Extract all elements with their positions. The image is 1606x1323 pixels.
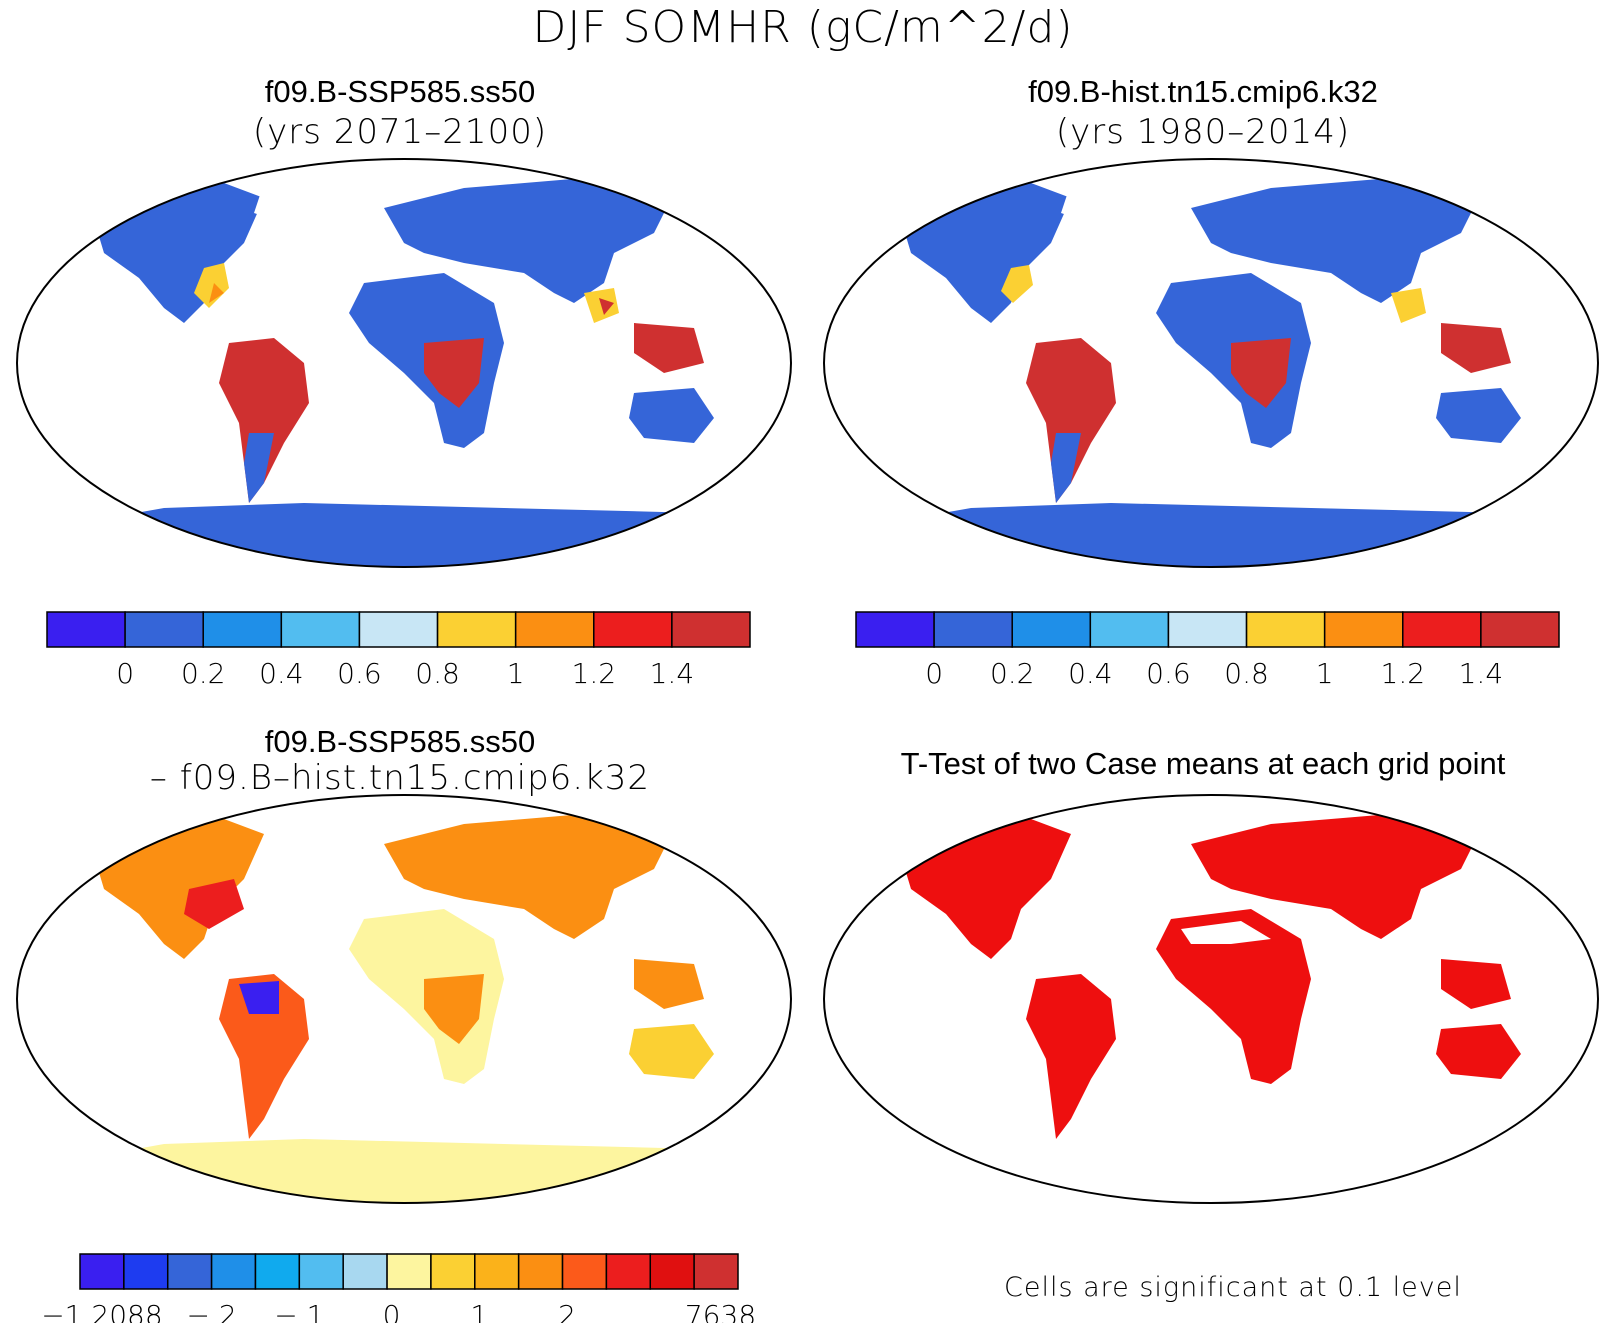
colorbar-ssp585-swatch bbox=[593, 611, 673, 648]
colorbar-hist-swatch bbox=[1480, 611, 1560, 648]
colorbar-ssp585-swatch bbox=[280, 611, 361, 648]
map-panel-ttest bbox=[896, 814, 1521, 1139]
colorbar-hist-tick-label: 0.6 bbox=[1146, 657, 1191, 690]
colorbar-hist-swatch bbox=[855, 611, 935, 648]
colorbar-ssp585: 0 0.2 0.4 0.6 0.8 1 1.2 1.4 bbox=[46, 611, 751, 690]
colorbar-hist-tick-label: 1.4 bbox=[1459, 657, 1504, 690]
colorbar-hist-swatch bbox=[1167, 611, 1248, 648]
panel2-title-line1: f09.B-hist.tn15.cmip6.k32 bbox=[1028, 74, 1378, 109]
continents-ttest bbox=[896, 814, 1521, 1139]
panel2-title-line2: (yrs 1980–2014) bbox=[1055, 112, 1351, 152]
colorbar-difference-swatch bbox=[210, 1253, 257, 1290]
panel1-title-line1: f09.B-SSP585.ss50 bbox=[264, 74, 536, 109]
colorbar-difference-tick-label: −.2 bbox=[187, 1299, 237, 1323]
map-panel-ssp585 bbox=[24, 178, 784, 567]
colorbar-ssp585-tick-label: 0 bbox=[116, 657, 134, 690]
colorbar-hist-swatch bbox=[1089, 611, 1170, 648]
colorbar-difference-swatch bbox=[430, 1253, 476, 1290]
colorbar-difference-swatch bbox=[123, 1253, 169, 1290]
main-title: DJF SOMHR (gC/m^2/d) bbox=[532, 2, 1074, 53]
colorbar-difference-tick-label: .0 bbox=[374, 1299, 401, 1323]
colorbar-ssp585-swatch bbox=[46, 611, 126, 648]
colorbar-difference-swatch bbox=[693, 1253, 739, 1290]
continents-difference bbox=[24, 814, 784, 1203]
panel1-title-line2: (yrs 2071–2100) bbox=[252, 112, 548, 152]
colorbar-ssp585-tick-label: 0.8 bbox=[415, 657, 460, 690]
map-panel-hist bbox=[831, 178, 1591, 567]
colorbar-ssp585-tick-label: 1.2 bbox=[572, 657, 617, 690]
continents-hist bbox=[831, 178, 1591, 567]
colorbar-hist: 0 0.2 0.4 0.6 0.8 1 1.2 1.4 bbox=[855, 611, 1560, 690]
colorbar-ssp585-swatch bbox=[124, 611, 204, 648]
colorbar-difference: −1.2088 −.2 −.1 .0 .1 .2 .7638 bbox=[41, 1253, 756, 1323]
map-outline-ssp585 bbox=[16, 158, 792, 568]
colorbar-ssp585-swatch bbox=[514, 611, 595, 648]
colorbar-difference-swatch bbox=[649, 1253, 695, 1290]
colorbar-difference-tick-label: −1.2088 bbox=[41, 1299, 162, 1323]
colorbar-difference-tick-label: .2 bbox=[549, 1299, 576, 1323]
colorbar-difference-swatch bbox=[517, 1253, 564, 1290]
colorbar-difference-swatch bbox=[79, 1253, 125, 1290]
colorbar-ssp585-tick-label: 0.6 bbox=[337, 657, 382, 690]
colorbar-hist-swatch bbox=[1011, 611, 1092, 648]
colorbar-hist-swatch bbox=[1323, 611, 1404, 648]
colorbar-difference-swatch bbox=[561, 1253, 608, 1290]
colorbar-hist-tick-label: 0.4 bbox=[1068, 657, 1113, 690]
colorbar-hist-tick-label: 1.2 bbox=[1381, 657, 1426, 690]
colorbar-difference-swatch bbox=[605, 1253, 652, 1290]
colorbar-ssp585-tick-label: 0.4 bbox=[259, 657, 304, 690]
colorbar-difference-tick-label: .7638 bbox=[676, 1299, 756, 1323]
colorbar-difference-swatch bbox=[254, 1253, 301, 1290]
colorbar-hist-tick-label: 0.8 bbox=[1224, 657, 1269, 690]
panel4-title: T-Test of two Case means at each grid po… bbox=[800, 746, 1606, 782]
colorbar-ssp585-swatch bbox=[436, 611, 517, 648]
significance-footnote: Cells are significant at 0.1 level bbox=[1004, 1272, 1462, 1303]
colorbar-ssp585-tick-label: 0.2 bbox=[181, 657, 226, 690]
colorbar-hist-swatch bbox=[933, 611, 1013, 648]
colorbar-hist-swatch bbox=[1245, 611, 1326, 648]
colorbar-difference-swatch bbox=[342, 1253, 388, 1290]
colorbar-difference-swatch bbox=[474, 1253, 520, 1290]
panel4-title-line1: T-Test of two Case means at each grid po… bbox=[900, 746, 1506, 781]
colorbar-difference-tick-label: −.1 bbox=[274, 1299, 324, 1323]
colorbar-difference-swatch bbox=[298, 1253, 344, 1290]
map-panel-difference bbox=[24, 814, 784, 1203]
colorbar-difference-swatch bbox=[386, 1253, 432, 1290]
map-outline-hist bbox=[823, 158, 1599, 568]
colorbar-ssp585-swatch bbox=[358, 611, 439, 648]
panel3-title-line2: – f09.B–hist.tn15.cmip6.k32 bbox=[149, 758, 651, 798]
colorbar-ssp585-tick-label: 1.4 bbox=[650, 657, 695, 690]
panel3-title: f09.B-SSP585.ss50 – f09.B–hist.tn15.cmip… bbox=[0, 724, 800, 796]
colorbar-hist-tick-label: 0 bbox=[925, 657, 943, 690]
colorbar-hist-swatch bbox=[1402, 611, 1482, 648]
colorbar-ssp585-swatch bbox=[202, 611, 283, 648]
colorbar-hist-tick-label: 0.2 bbox=[990, 657, 1035, 690]
panel2-title: f09.B-hist.tn15.cmip6.k32 (yrs 1980–2014… bbox=[800, 74, 1606, 150]
continents-ssp585 bbox=[24, 178, 784, 567]
map-outline-ttest bbox=[823, 794, 1599, 1204]
panel1-title: f09.B-SSP585.ss50 (yrs 2071–2100) bbox=[0, 74, 800, 150]
map-outline-difference bbox=[16, 794, 792, 1204]
colorbar-hist-tick-label: 1 bbox=[1316, 657, 1334, 690]
colorbar-difference-tick-label: .1 bbox=[461, 1299, 488, 1323]
colorbar-ssp585-tick-label: 1 bbox=[507, 657, 525, 690]
panel3-title-line1: f09.B-SSP585.ss50 bbox=[264, 724, 536, 759]
colorbar-difference-swatch bbox=[166, 1253, 213, 1290]
colorbar-ssp585-swatch bbox=[671, 611, 751, 648]
